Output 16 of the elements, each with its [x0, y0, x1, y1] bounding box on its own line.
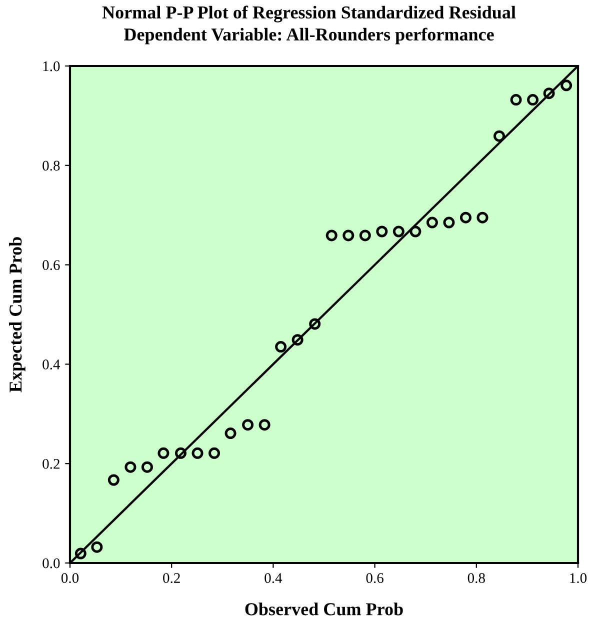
chart-subtitle: Dependent Variable: All-Rounders performance — [124, 28, 494, 44]
x-axis-title: Observed Cum Prob — [245, 602, 403, 616]
x-tick-label: 1.0 — [570, 573, 587, 584]
y-tick-label: 0.6 — [42, 260, 60, 270]
x-tick-label: 0.0 — [61, 573, 79, 584]
y-tick-label: 0.0 — [42, 558, 60, 568]
x-tick-label: 0.6 — [366, 573, 384, 584]
y-tick-label: 1.0 — [43, 61, 60, 72]
y-axis-title: Expected Cum Prob — [9, 237, 26, 392]
x-tick-label: 0.2 — [163, 573, 180, 584]
x-tick-label: 0.4 — [264, 573, 282, 584]
y-tick-label: 0.2 — [42, 458, 60, 469]
y-tick-label: 0.4 — [42, 360, 60, 370]
x-tick-label: 0.8 — [468, 573, 485, 584]
chart-title: Normal P-P Plot of Regression Standardized Residual — [102, 6, 516, 22]
y-tick-label: 0.8 — [42, 160, 60, 171]
